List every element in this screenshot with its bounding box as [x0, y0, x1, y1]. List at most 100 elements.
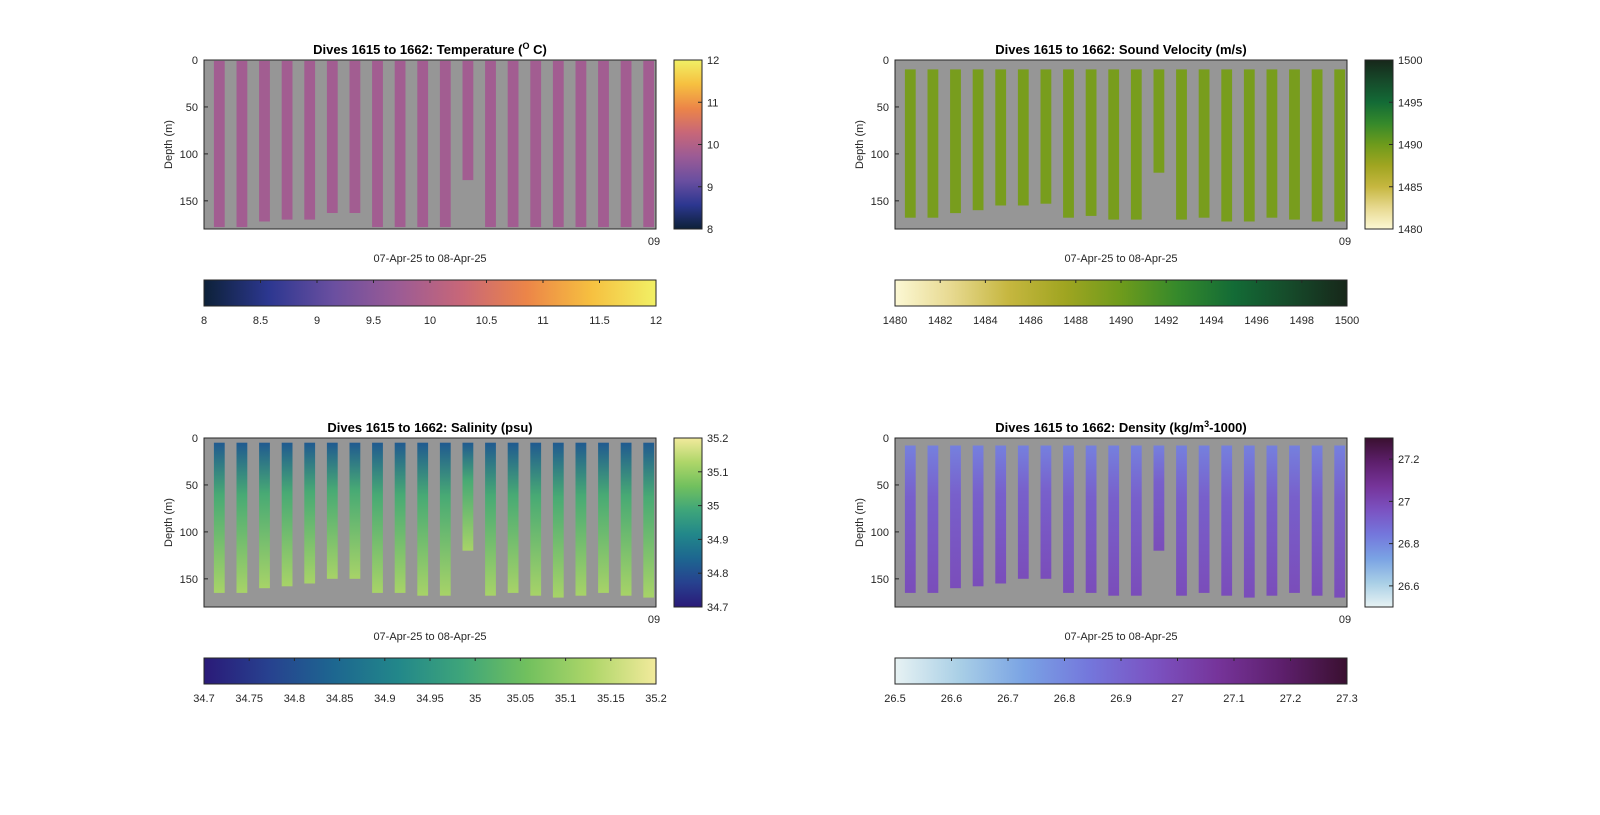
colorbar-bottom-tick-label: 8.5 — [253, 315, 268, 327]
chart-title-tail: -1000) — [1209, 420, 1247, 435]
dive-column — [417, 60, 429, 228]
colorbar-right — [673, 59, 703, 230]
colorbar-bottom-tick-label: 1490 — [1109, 315, 1133, 327]
colorbar-bottom-tick-label: 34.8 — [284, 693, 305, 705]
dive-column — [1289, 69, 1300, 220]
dive-column — [1221, 445, 1233, 596]
dive-column — [643, 60, 655, 228]
plot-area — [895, 60, 1347, 229]
dive-column — [394, 60, 406, 228]
dive-column — [1085, 69, 1097, 216]
y-tick-label: 100 — [180, 149, 198, 161]
chart-title-main: Dives 1615 to 1662: Salinity (psu) — [327, 420, 532, 435]
x-tick-label: 09 — [1339, 236, 1351, 248]
dive-column — [530, 442, 542, 596]
plot-area — [204, 60, 656, 229]
dive-column — [598, 442, 609, 593]
dive-column — [927, 445, 939, 593]
colorbar-right-tick-label: 27 — [1398, 496, 1410, 508]
colorbar-right-tick-label: 11 — [707, 97, 718, 109]
colorbar-right-tick-label: 27.2 — [1398, 454, 1419, 466]
colorbar-right-tick-label: 34.7 — [707, 602, 728, 614]
dive-column — [281, 60, 293, 220]
dive-column — [1085, 445, 1097, 593]
dive-column — [259, 60, 270, 222]
colorbar-bottom-tick-label: 26.7 — [997, 693, 1018, 705]
chart-title-main: Dives 1615 to 1662: Sound Velocity (m/s) — [995, 42, 1246, 57]
colorbar-bottom-tick-label: 1500 — [1335, 315, 1359, 327]
colorbar-bottom-tick-label: 11 — [537, 315, 548, 327]
colorbar-right — [673, 437, 703, 608]
colorbar-right-tick-label: 35.2 — [707, 433, 728, 445]
dive-column — [1243, 69, 1255, 222]
dive-column — [213, 442, 225, 593]
dive-column — [530, 60, 542, 228]
y-tick-label: 150 — [871, 574, 889, 586]
dive-column — [1243, 445, 1255, 598]
colorbar-right-tick-label: 35 — [707, 501, 719, 513]
y-axis-label: Depth (m) — [854, 120, 866, 169]
x-tick-label: 09 — [1339, 614, 1351, 626]
dive-column — [927, 69, 939, 218]
dive-column — [575, 442, 587, 596]
dive-column — [349, 60, 361, 214]
colorbar-bottom-tick-label: 1496 — [1244, 315, 1268, 327]
colorbar-bottom-tick-label: 12 — [650, 315, 662, 327]
chart-title: Dives 1615 to 1662: Density (kg/m3-1000) — [995, 419, 1246, 435]
axes-frame — [203, 437, 657, 608]
colorbar-right — [1364, 59, 1394, 230]
colorbar-right-tick-label: 34.8 — [707, 568, 728, 580]
colorbar-bottom-tick-label: 10 — [424, 315, 436, 327]
colorbar-bottom-tick-label: 1480 — [883, 315, 907, 327]
dive-column — [326, 60, 338, 214]
dive-column — [485, 442, 496, 596]
colorbar-bottom-tick-label: 34.75 — [235, 693, 263, 705]
dive-column — [372, 442, 383, 593]
colorbar-bottom-tick-label: 26.9 — [1110, 693, 1131, 705]
dive-column — [1311, 69, 1323, 222]
y-tick-label: 0 — [192, 55, 198, 67]
dive-column — [643, 442, 655, 598]
colorbar-bottom-tick-label: 1482 — [928, 315, 952, 327]
x-axis-label: 07-Apr-25 to 08-Apr-25 — [373, 631, 486, 643]
dive-column — [439, 442, 451, 596]
y-tick-label: 50 — [186, 102, 198, 114]
y-axis-label: Depth (m) — [163, 498, 175, 547]
colorbar-bottom — [894, 279, 1348, 307]
colorbar-bottom-tick-label: 1486 — [1018, 315, 1042, 327]
dive-column — [1017, 445, 1029, 579]
dive-column — [236, 442, 248, 593]
dive-column — [281, 442, 293, 587]
colorbar-bottom — [203, 279, 657, 307]
dive-column — [1198, 69, 1210, 218]
colorbar-right-tick-label: 34.9 — [707, 534, 728, 546]
dive-column — [1266, 445, 1278, 596]
dive-column — [598, 60, 609, 228]
dive-column — [1040, 69, 1052, 204]
dive-column — [1017, 69, 1029, 206]
chart-title-superscript: 3 — [1204, 419, 1209, 429]
colorbar-bottom-tick-label: 1484 — [973, 315, 997, 327]
y-axis-label: Depth (m) — [163, 120, 175, 169]
colorbar-right-tick-label: 1480 — [1398, 224, 1422, 236]
dive-column — [972, 445, 984, 587]
dive-column — [259, 442, 270, 589]
dive-column — [972, 69, 984, 211]
plot-area — [895, 438, 1347, 607]
y-tick-label: 0 — [192, 433, 198, 445]
colorbar-bottom-tick-label: 35.15 — [597, 693, 625, 705]
colorbar-bottom-tick-label: 26.8 — [1054, 693, 1075, 705]
chart-title-main: Dives 1615 to 1662: Density (kg/m — [995, 420, 1204, 435]
colorbar-bottom-tick-label: 34.95 — [416, 693, 444, 705]
dive-column — [1063, 69, 1074, 218]
colorbar-bottom-tick-label: 11.5 — [589, 315, 610, 327]
dive-column — [372, 60, 383, 228]
dive-column — [995, 445, 1007, 584]
dive-column — [1130, 69, 1142, 220]
chart-title: Dives 1615 to 1662: Sound Velocity (m/s) — [995, 42, 1246, 57]
chart-title: Dives 1615 to 1662: Salinity (psu) — [327, 420, 532, 435]
dive-column — [462, 60, 474, 181]
dive-column — [950, 69, 961, 214]
x-tick-label: 09 — [648, 614, 660, 626]
